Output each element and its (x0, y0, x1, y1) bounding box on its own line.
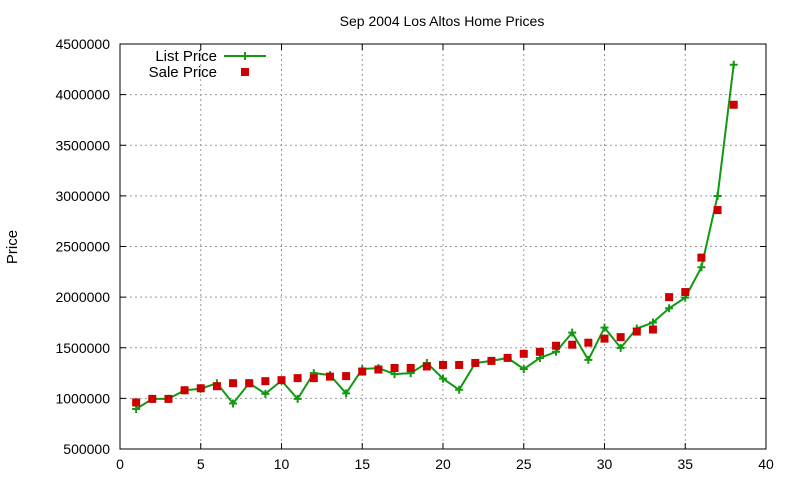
sale-price-point (584, 338, 593, 347)
sale-price-point (471, 358, 480, 367)
sale-price-point (552, 341, 561, 350)
sale-price-point (277, 376, 286, 385)
sale-price-point (487, 356, 496, 365)
y-axis-label: Price (4, 230, 21, 264)
x-tick-label: 35 (677, 456, 693, 472)
list-price-point (729, 60, 738, 69)
y-tick-label: 1000000 (55, 390, 110, 406)
list-price-point (229, 399, 238, 408)
sale-price-point (535, 347, 544, 356)
list-price-point (261, 389, 270, 398)
series-0 (132, 60, 738, 414)
sale-price-point (697, 253, 706, 262)
y-tick-label: 2000000 (55, 289, 110, 305)
sale-price-point (309, 374, 318, 383)
series-1 (132, 100, 738, 407)
sale-price-point (374, 365, 383, 374)
sale-price-point (568, 340, 577, 349)
sale-price-point (325, 372, 334, 381)
x-tick-label: 5 (197, 456, 205, 472)
sale-price-point (406, 364, 415, 372)
x-tick-label: 40 (758, 456, 774, 472)
sale-price-point (422, 362, 431, 371)
list-price-point (342, 389, 351, 398)
sale-price-point (455, 360, 464, 369)
sale-price-point (616, 333, 625, 342)
sale-price-point (212, 382, 221, 391)
list-price-point (293, 394, 302, 403)
sale-price-point (632, 327, 641, 336)
sale-price-point (342, 372, 351, 381)
list-price-point (648, 318, 657, 327)
sale-price-point (164, 394, 173, 403)
list-price-point (439, 374, 447, 383)
sale-price-point (148, 394, 157, 403)
sale-price-point (229, 379, 238, 388)
x-tick-label: 30 (597, 456, 613, 472)
legend-plus-swatch (241, 52, 249, 60)
y-tick-label: 3000000 (55, 188, 110, 204)
x-tick-label: 15 (354, 456, 370, 472)
y-tick-label: 3500000 (55, 137, 110, 153)
sale-price-point (519, 349, 528, 358)
list-price-point (665, 304, 674, 313)
sale-price-point (390, 364, 399, 372)
list-price-point (600, 323, 609, 332)
y-tick-label: 1500000 (55, 340, 110, 356)
x-tick-label: 20 (435, 456, 451, 472)
y-tick-label: 4000000 (55, 87, 110, 103)
list-price-point (616, 343, 625, 352)
sale-price-point (439, 360, 447, 369)
sale-price-point (245, 379, 254, 388)
axis-ticks: 0 5 10 15 20 25 30 35 40 500000 1000000 1500000 2000… (55, 36, 774, 472)
x-tick-label: 0 (116, 456, 124, 472)
x-tick-label: 25 (516, 456, 532, 472)
sale-price-point (293, 374, 302, 383)
legend-square-swatch (241, 68, 249, 76)
sale-price-point (600, 334, 609, 343)
sale-price-point (503, 353, 512, 362)
list-price-line (135, 64, 735, 410)
sale-price-point (358, 367, 367, 376)
legend-label: Sale Price (149, 64, 217, 81)
sale-price-point (729, 100, 738, 109)
sale-price-point (261, 377, 270, 386)
list-price-point (584, 355, 593, 364)
list-price-point (455, 385, 464, 394)
sale-price-point (681, 288, 690, 297)
y-tick-label: 4500000 (55, 36, 110, 52)
x-tick-label: 10 (274, 456, 290, 472)
list-price-point (713, 191, 722, 200)
series-layer (132, 60, 738, 414)
sale-price-point (648, 325, 657, 334)
sale-price-point (665, 293, 674, 302)
chart-title: Sep 2004 Los Altos Home Prices (340, 13, 545, 29)
y-tick-label: 500000 (63, 441, 110, 457)
list-price-point (568, 328, 577, 337)
list-price-point (519, 365, 528, 374)
sale-price-point (713, 206, 722, 215)
sale-price-point (132, 398, 141, 407)
sale-price-point (196, 384, 205, 393)
sale-price-point (180, 386, 189, 395)
y-tick-label: 2500000 (55, 239, 110, 255)
legend-label: List Price (155, 48, 217, 65)
list-price-point (697, 263, 706, 272)
